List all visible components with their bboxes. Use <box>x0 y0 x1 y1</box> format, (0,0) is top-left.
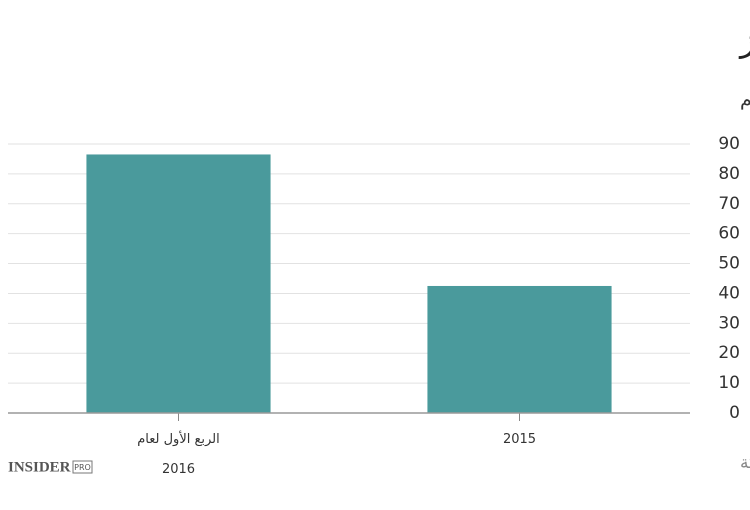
y-tick-label: 50 <box>718 254 740 274</box>
y-tick-label: 80 <box>718 164 740 184</box>
chart-title: تزايد الابتزاز <box>738 21 750 59</box>
logo-badge: PRO <box>74 463 91 472</box>
logo-badge-box <box>72 460 93 474</box>
chart-subtitle: عدد الهجمات المتتبعة من قبل خبراء التأمي… <box>740 85 750 110</box>
y-tick-label: 20 <box>718 343 740 363</box>
y-tick-label: 90 <box>718 134 740 154</box>
x-tick-label: 2015 <box>502 432 537 447</box>
y-tick-label: 40 <box>718 283 740 303</box>
x-tick-label: الربع الأول لعام 2016 <box>137 432 220 477</box>
logo: INSIDER <box>8 459 71 475</box>
bar <box>86 154 271 413</box>
bar <box>427 285 612 413</box>
y-tick-label: 70 <box>718 194 740 214</box>
y-tick-label: 30 <box>718 313 740 333</box>
y-tick-label: 60 <box>718 224 740 244</box>
y-tick-label: 0 <box>729 403 740 423</box>
source: المصدر: تقاريرالشركة <box>740 453 750 473</box>
y-tick-label: 10 <box>718 373 740 393</box>
